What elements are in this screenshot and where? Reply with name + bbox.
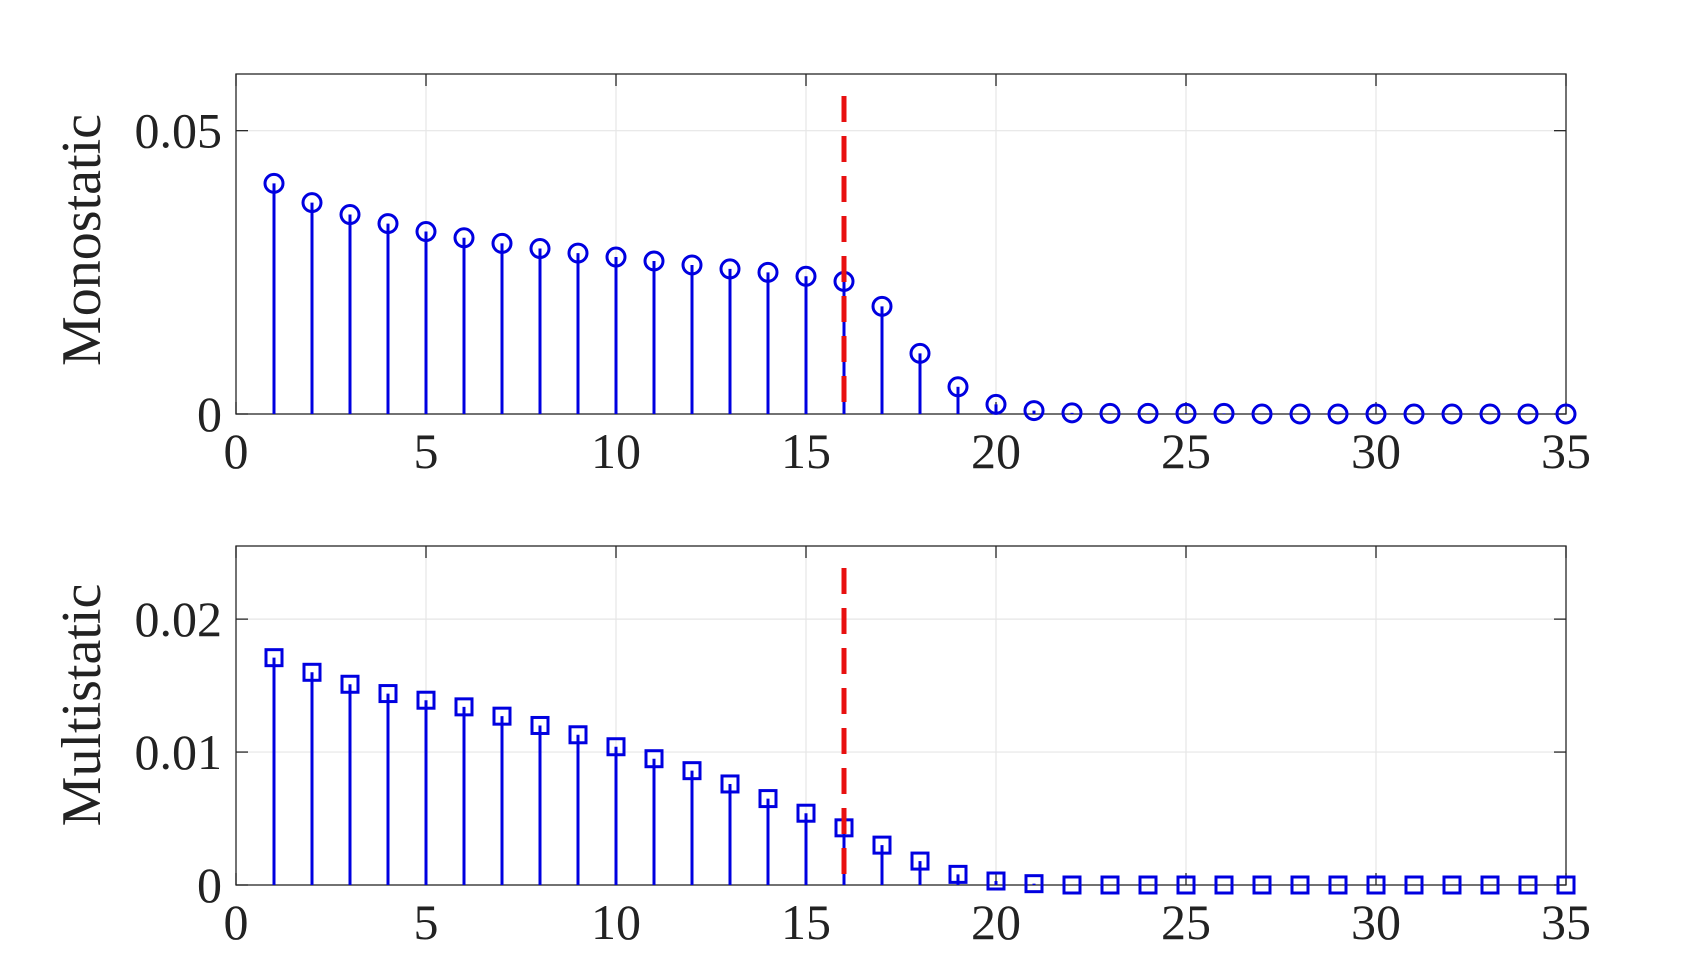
monostatic-stem-marker — [1441, 403, 1463, 425]
monostatic-stem-marker — [985, 393, 1007, 415]
monostatic-stem-marker — [491, 232, 513, 254]
multistatic-stem-marker — [720, 774, 740, 794]
multistatic-xtick-label: 35 — [1541, 894, 1591, 950]
monostatic-stem-marker — [567, 242, 589, 264]
multistatic-xtick-label: 25 — [1161, 894, 1211, 950]
multistatic-stem-marker — [1366, 875, 1386, 895]
monostatic-stem-marker — [1213, 402, 1235, 424]
multistatic-ylabel: Multistatic — [51, 584, 113, 827]
monostatic-stem-marker — [415, 221, 437, 243]
monostatic-xtick-label: 25 — [1161, 423, 1211, 479]
monostatic-stem-marker — [1555, 403, 1577, 425]
monostatic-stem-marker — [1061, 402, 1083, 424]
multistatic-xtick-label: 30 — [1351, 894, 1401, 950]
multistatic-stem-marker — [1328, 875, 1348, 895]
monostatic-xtick-label: 10 — [591, 423, 641, 479]
monostatic-stem-marker — [301, 192, 323, 214]
multistatic-xtick-label: 5 — [414, 894, 439, 950]
monostatic-stem-marker — [909, 342, 931, 364]
multistatic-stems — [264, 648, 1576, 895]
multistatic-stem-marker — [1176, 875, 1196, 895]
multistatic-stem-marker — [1290, 875, 1310, 895]
monostatic-panel: Monostatic 0 5 10 15 20 25 30 35 0 0.05 — [51, 73, 1591, 479]
multistatic-stem-marker — [492, 706, 512, 726]
multistatic-xtick-label: 20 — [971, 894, 1021, 950]
monostatic-stem-marker — [1365, 403, 1387, 425]
multistatic-stem-marker — [302, 662, 322, 682]
multistatic-stem-marker — [1404, 875, 1424, 895]
monostatic-stem-marker — [1251, 403, 1273, 425]
multistatic-stem-marker — [1442, 875, 1462, 895]
multistatic-stem-marker — [1518, 875, 1538, 895]
monostatic-stem-marker — [1479, 403, 1501, 425]
monostatic-stem-marker — [1175, 402, 1197, 424]
multistatic-stem-marker — [758, 789, 778, 809]
multistatic-stem-marker — [340, 674, 360, 694]
monostatic-stem-marker — [1289, 403, 1311, 425]
monostatic-stem-marker — [377, 213, 399, 235]
monostatic-stem-marker — [1327, 403, 1349, 425]
monostatic-stem-marker — [1023, 400, 1045, 422]
multistatic-stem-marker — [986, 871, 1006, 891]
monostatic-stem-marker — [1403, 403, 1425, 425]
monostatic-stem-marker — [795, 265, 817, 287]
monostatic-xtick-label: 5 — [414, 423, 439, 479]
multistatic-axes-box — [235, 545, 1567, 886]
multistatic-xtick-label: 0 — [224, 894, 249, 950]
monostatic-stem-marker — [871, 295, 893, 317]
monostatic-stem-marker — [681, 254, 703, 276]
multistatic-stem-marker — [872, 835, 892, 855]
multistatic-ytick-label: 0 — [197, 857, 222, 913]
monostatic-ytick-label: 0.05 — [135, 103, 223, 159]
monostatic-stems — [263, 172, 1577, 425]
multistatic-stem-marker — [682, 761, 702, 781]
multistatic-stem-marker — [454, 697, 474, 717]
multistatic-stem-marker — [1556, 875, 1576, 895]
multistatic-stem-marker — [1138, 875, 1158, 895]
monostatic-ylabel: Monostatic — [51, 114, 113, 366]
multistatic-ytick-label: 0.02 — [135, 591, 223, 647]
monostatic-xtick-label: 15 — [781, 423, 831, 479]
monostatic-stem-marker — [605, 246, 627, 268]
multistatic-stem-marker — [264, 648, 284, 668]
multistatic-stem-marker — [1252, 875, 1272, 895]
monostatic-ytick-label: 0 — [197, 386, 222, 442]
multistatic-stem-marker — [530, 715, 550, 735]
multistatic-xtick-label: 15 — [781, 894, 831, 950]
monostatic-stem-marker — [529, 238, 551, 260]
monostatic-stem-marker — [1099, 402, 1121, 424]
multistatic-ytick-label: 0.01 — [135, 724, 223, 780]
multistatic-stem-marker — [910, 851, 930, 871]
monostatic-stem-marker — [719, 258, 741, 280]
monostatic-stem-marker — [757, 261, 779, 283]
multistatic-stem-marker — [948, 864, 968, 884]
monostatic-stem-marker — [339, 204, 361, 226]
multistatic-stem-marker — [644, 749, 664, 769]
multistatic-stem-marker — [1024, 874, 1044, 894]
monostatic-xtick-label: 30 — [1351, 423, 1401, 479]
monostatic-xtick-label: 0 — [224, 423, 249, 479]
multistatic-stem-marker — [606, 737, 626, 757]
multistatic-stem-marker — [568, 725, 588, 745]
monostatic-stem-marker — [263, 172, 285, 194]
monostatic-stem-marker — [947, 376, 969, 398]
monostatic-stem-marker — [1517, 403, 1539, 425]
monostatic-stem-marker — [643, 250, 665, 272]
monostatic-xtick-label: 35 — [1541, 423, 1591, 479]
multistatic-stem-marker — [416, 690, 436, 710]
multistatic-stem-marker — [1100, 875, 1120, 895]
multistatic-panel: Multistatic 0 5 10 15 20 25 30 35 0 0.01 0.02 — [51, 545, 1591, 950]
multistatic-stem-marker — [796, 803, 816, 823]
multistatic-stem-marker — [1062, 875, 1082, 895]
multistatic-stem-marker — [378, 684, 398, 704]
monostatic-stem-marker — [1137, 402, 1159, 424]
monostatic-xtick-label: 20 — [971, 423, 1021, 479]
multistatic-xtick-label: 10 — [591, 894, 641, 950]
multistatic-stem-marker — [1480, 875, 1500, 895]
monostatic-axes-box — [235, 73, 1567, 415]
monostatic-stem-marker — [453, 227, 475, 249]
multistatic-stem-marker — [1214, 875, 1234, 895]
